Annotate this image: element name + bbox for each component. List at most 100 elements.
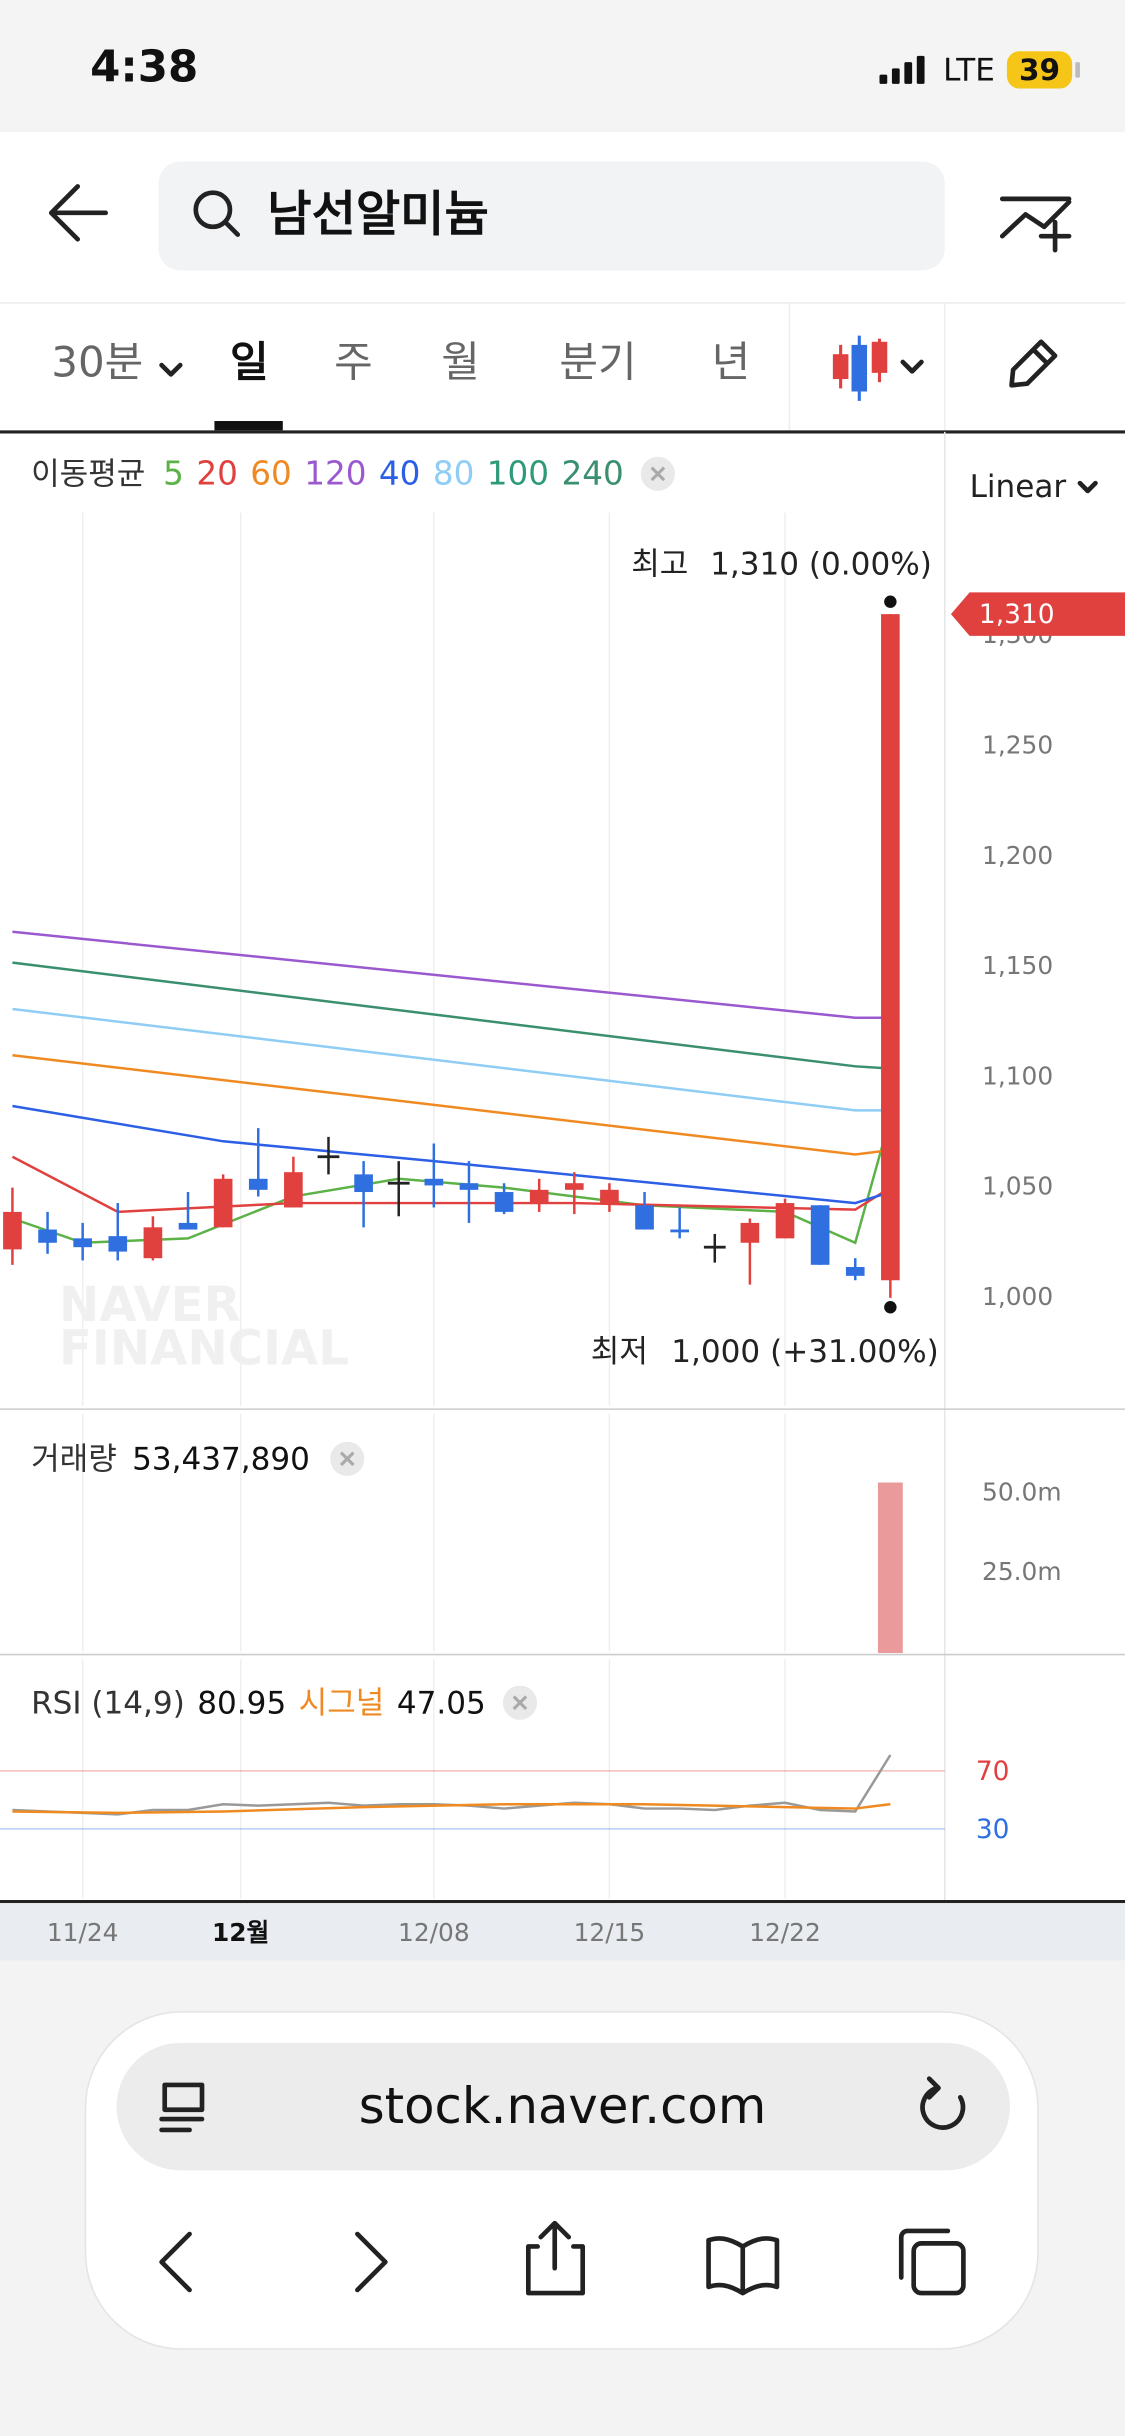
candle-body — [143, 1227, 163, 1259]
scale-toggle[interactable]: Linear — [970, 469, 1067, 505]
bookmarks-button[interactable] — [706, 2236, 780, 2296]
y-tick-label: 70 — [976, 1756, 1010, 1787]
candle — [108, 1203, 128, 1261]
candle — [459, 1161, 479, 1223]
candle — [387, 1161, 410, 1217]
reader-button[interactable] — [159, 2082, 205, 2133]
y-tick-label: 1,150 — [982, 951, 1053, 980]
remove-button[interactable] — [330, 1441, 365, 1476]
tab[interactable]: 월 — [441, 338, 480, 387]
remove-button[interactable] — [502, 1685, 538, 1720]
back-button[interactable] — [48, 184, 108, 242]
ma-line — [12, 1007, 891, 1112]
search-box[interactable] — [158, 161, 945, 271]
tab[interactable]: 30분 — [51, 338, 143, 387]
candle-body — [424, 1178, 444, 1186]
candle-body — [740, 1222, 760, 1243]
legend-entry: 20 — [196, 454, 238, 492]
ma-line — [12, 1104, 891, 1205]
tab[interactable]: 일 — [230, 338, 269, 387]
forward-nav[interactable] — [355, 2231, 388, 2293]
legend-entry: 240 — [561, 454, 623, 492]
draw-button[interactable] — [1009, 339, 1058, 388]
candle — [775, 1198, 795, 1239]
candle-body — [494, 1192, 514, 1212]
signal-icon — [879, 55, 925, 84]
candle — [703, 1233, 726, 1263]
rsi-plot: 30 70 — [0, 1754, 1010, 1845]
candle-body — [108, 1236, 128, 1252]
chart-type-button[interactable] — [832, 335, 924, 401]
candle-body — [213, 1178, 233, 1228]
y-tick-label: 30 — [976, 1814, 1010, 1845]
tab-underline — [214, 421, 283, 431]
y-tick-label: 1,100 — [982, 1061, 1053, 1090]
ma-line — [12, 961, 891, 1070]
watermark: NAVER — [59, 1277, 241, 1333]
y-tick-label: 1,050 — [982, 1172, 1053, 1201]
low-label: 최저 — [591, 1334, 648, 1370]
candle — [529, 1178, 549, 1212]
high-label: 최고 — [631, 547, 688, 583]
search-query: 남선알미늄 — [267, 187, 489, 243]
candle-body — [354, 1174, 373, 1193]
remove-x — [339, 1451, 355, 1467]
rsi-label: RSI (14,9) — [31, 1685, 185, 1721]
tabs: 30분 일 주 월 분기 년 — [51, 338, 750, 431]
candle-body — [600, 1189, 619, 1204]
tab[interactable]: 주 — [334, 338, 373, 387]
battery-level: 39 — [1019, 53, 1060, 87]
y-tick-label: 50.0m — [982, 1478, 1062, 1507]
candle-body — [248, 1178, 268, 1190]
reload-button[interactable] — [920, 2076, 966, 2130]
back-nav[interactable] — [159, 2231, 192, 2293]
tab[interactable]: 년 — [712, 338, 751, 387]
last-price-tag — [950, 592, 1125, 636]
high-value-label: 1,310 (0.00%) — [710, 547, 932, 583]
remove-button[interactable] — [640, 456, 675, 491]
rsi-header: 80.95 시그널 47.05 — [197, 1685, 538, 1721]
share-button[interactable] — [525, 2220, 586, 2296]
y-tick-label: 25.0m — [982, 1557, 1062, 1586]
chevron — [159, 362, 183, 377]
candle-body — [635, 1205, 654, 1230]
candle — [740, 1218, 760, 1285]
date-label: 12/08 — [398, 1918, 470, 1947]
date-axis — [0, 1903, 1125, 1961]
price-plot — [3, 595, 900, 1314]
candle-body — [178, 1222, 198, 1230]
volume-label: 거래량 — [31, 1441, 117, 1477]
candle-body — [284, 1172, 303, 1208]
candle-body — [387, 1181, 410, 1185]
candle — [845, 1258, 865, 1281]
url-bar[interactable] — [116, 2042, 1011, 2171]
candle — [317, 1136, 340, 1175]
candle-body — [3, 1211, 22, 1250]
status-bar — [0, 0, 1125, 133]
candle — [564, 1172, 584, 1215]
volume-value: 53,437,890 — [132, 1441, 310, 1477]
candle — [73, 1222, 92, 1261]
legend-entry: 60 — [250, 454, 292, 492]
legend-entry: 80 — [433, 454, 475, 492]
tabs-button[interactable] — [898, 2228, 966, 2296]
battery — [1006, 51, 1073, 89]
y-tick-label: 1,250 — [982, 730, 1053, 759]
candle-body — [775, 1203, 795, 1239]
candle — [635, 1192, 654, 1230]
compare-button[interactable] — [999, 196, 1072, 253]
candle-body — [317, 1155, 340, 1159]
network: LTE — [943, 52, 995, 88]
tab[interactable]: 분기 — [559, 338, 636, 387]
volume-plot: 25.0m 50.0m — [330, 1441, 1062, 1653]
candle — [143, 1216, 163, 1261]
legend-entry: 5 — [163, 454, 184, 492]
legend-entry: 100 — [487, 454, 549, 492]
candle — [213, 1174, 233, 1228]
candle-body — [564, 1183, 584, 1190]
candle — [881, 614, 900, 1298]
candle — [284, 1156, 303, 1208]
date-label: 11/24 — [47, 1918, 119, 1947]
candle — [178, 1192, 198, 1230]
grid — [81, 512, 786, 1899]
